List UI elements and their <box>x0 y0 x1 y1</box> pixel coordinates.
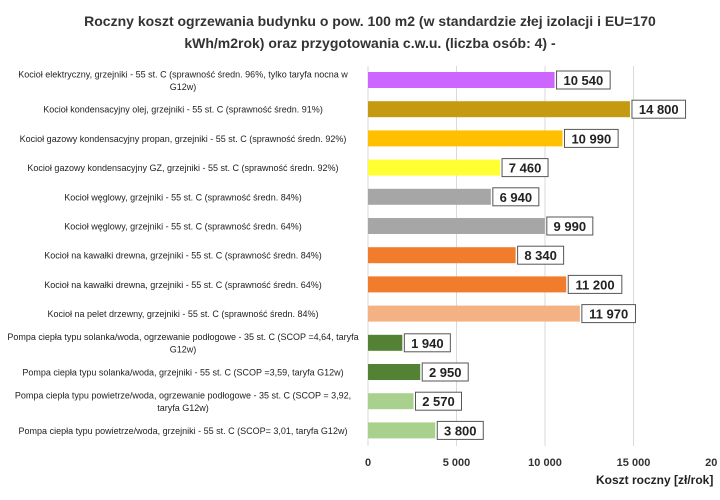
x-tick-label: 10 000 <box>528 457 562 469</box>
category-label: G12w) <box>170 82 197 92</box>
category-label: Kocioł węglowy, grzejniki - 55 st. C (sp… <box>64 222 301 232</box>
category-label: Pompa ciepła typu solanka/woda, grzejnik… <box>22 368 343 378</box>
category-label: Kocioł kondensacyjny olej, grzejniki - 5… <box>43 105 323 115</box>
data-label: 1 940 <box>411 336 444 351</box>
bar <box>368 393 414 410</box>
category-label: Kocioł gazowy kondensacyjny GZ, grzejnik… <box>27 163 338 173</box>
bar <box>368 72 555 88</box>
data-label-box <box>492 187 540 207</box>
data-label-box <box>567 274 623 294</box>
x-tick-label: 0 <box>365 457 371 469</box>
data-label-box <box>564 128 619 148</box>
category-label: Pompa ciepła typu solanka/woda, ogrzewan… <box>7 332 358 342</box>
bar <box>368 188 491 205</box>
bar <box>368 334 403 351</box>
x-tick-label: 5 000 <box>443 457 471 469</box>
category-label: G12w) <box>170 345 197 355</box>
data-label: 6 940 <box>500 190 533 205</box>
chart-title-line-1: Roczny koszt ogrzewania budynku o pow. 1… <box>84 13 656 29</box>
data-label-box <box>546 216 594 236</box>
bar <box>368 276 567 293</box>
category-label: Kocioł na kawałki drewna, grzejniki - 55… <box>44 280 322 290</box>
data-label-box <box>581 304 636 324</box>
data-label-box <box>501 158 549 178</box>
bar <box>368 247 516 264</box>
bar <box>368 159 501 176</box>
bar <box>368 422 436 439</box>
category-label: Kocioł na pelet drzewny, grzejniki - 55 … <box>48 309 319 319</box>
category-label: taryfa G12w) <box>157 403 209 413</box>
chart-title-line-2: kWh/m2rok) oraz przygotowania c.w.u. (li… <box>184 35 556 51</box>
data-label: 8 340 <box>524 248 557 263</box>
data-label: 11 970 <box>589 307 628 322</box>
category-label: Kocioł gazowy kondensacyjny propan, grze… <box>20 134 347 144</box>
data-label: 10 540 <box>563 73 603 88</box>
data-label: 3 800 <box>444 423 477 438</box>
data-label-box <box>556 70 611 90</box>
x-axis-label: Koszt roczny [zł/rok] <box>596 473 714 487</box>
bar <box>368 305 580 322</box>
bar <box>368 364 421 380</box>
data-label-box <box>421 362 469 382</box>
x-tick-label: 20 000 <box>705 457 720 469</box>
category-label: Kocioł na kawałki drewna, grzejniki - 55… <box>44 251 322 261</box>
bar <box>368 218 545 234</box>
x-tick-label: 15 000 <box>617 457 651 469</box>
data-label-box <box>414 391 462 411</box>
bar <box>368 101 630 118</box>
category-label: Pompa ciepła typu powietrze/woda, grzejn… <box>19 426 348 436</box>
data-label: 2 950 <box>429 365 462 380</box>
data-label: 11 200 <box>576 277 615 292</box>
category-label: Kocioł elektryczny, grzejniki - 55 st. C… <box>18 69 348 79</box>
category-label: Kocioł węglowy, grzejniki - 55 st. C (sp… <box>64 192 301 202</box>
category-label: Pompa ciepła typu powietrze/woda, ogrzew… <box>15 390 351 400</box>
bar <box>368 130 563 147</box>
data-label: 2 570 <box>422 394 455 409</box>
data-label-box <box>403 333 451 353</box>
data-label: 9 990 <box>554 219 587 234</box>
data-label: 10 990 <box>571 131 611 146</box>
data-label-box <box>436 420 484 440</box>
data-label: 7 460 <box>509 161 542 176</box>
data-label-box <box>631 99 687 119</box>
data-label-box <box>517 245 565 265</box>
data-label: 14 800 <box>639 102 679 117</box>
